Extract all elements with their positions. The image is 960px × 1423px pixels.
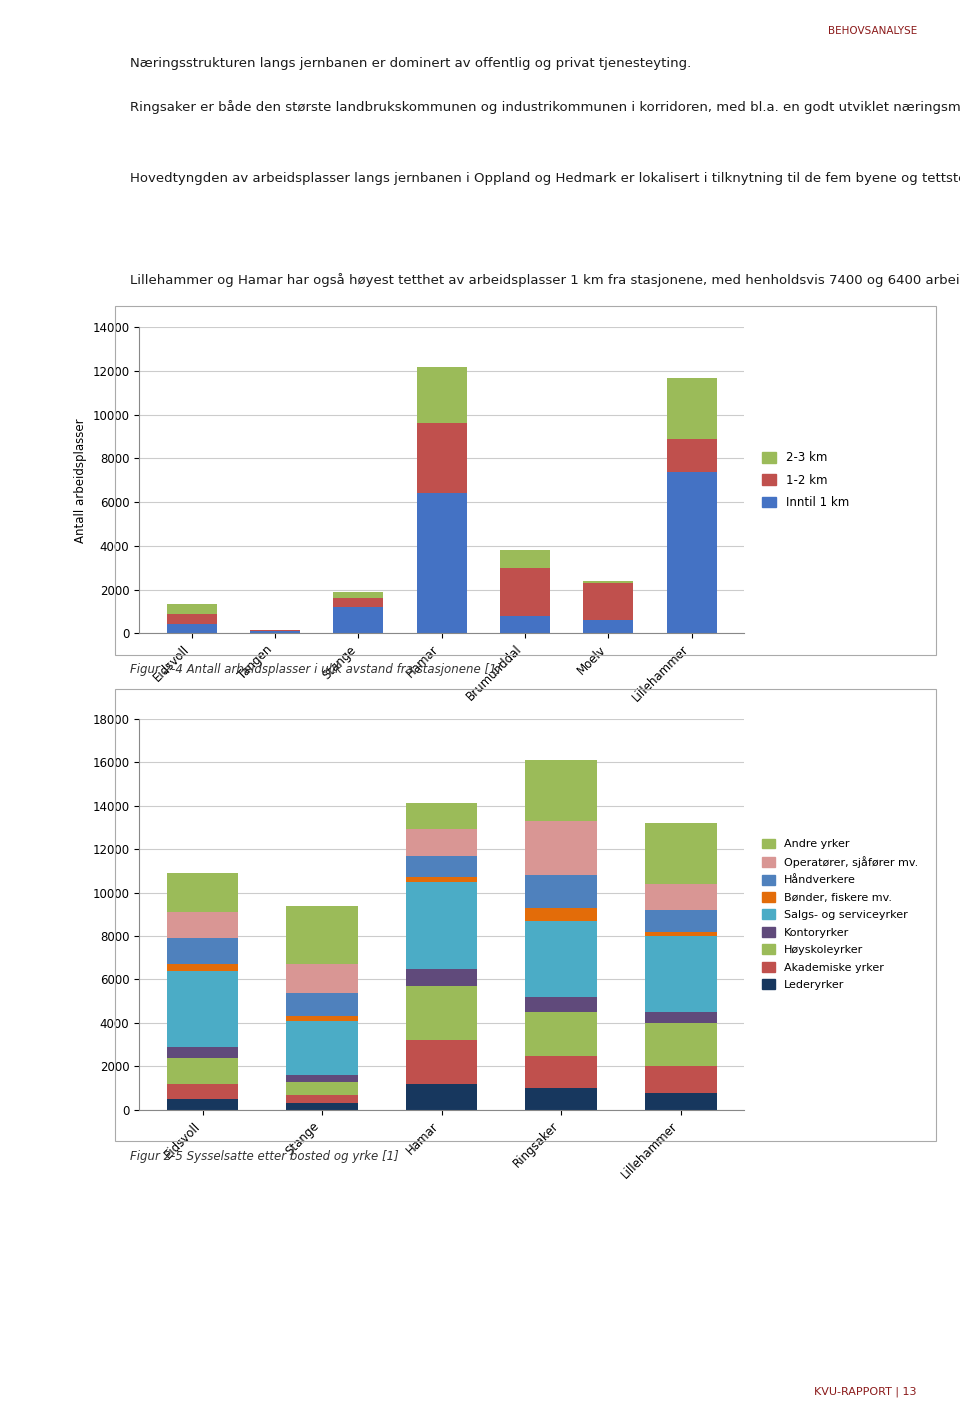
Bar <box>417 494 467 633</box>
Bar <box>286 905 358 965</box>
Bar <box>406 804 477 830</box>
Bar <box>645 936 716 1012</box>
Bar <box>645 884 716 909</box>
Bar <box>406 830 477 855</box>
Bar <box>167 625 217 633</box>
Y-axis label: Antall arbeidsplasser: Antall arbeidsplasser <box>74 418 86 542</box>
Bar <box>406 878 477 882</box>
Bar <box>500 568 550 616</box>
Bar <box>666 377 716 438</box>
Bar <box>250 630 300 633</box>
Bar <box>167 1099 238 1110</box>
Bar <box>286 1103 358 1110</box>
Text: Ringsaker er både den største landbrukskommunen og industrikommunen i korridoren: Ringsaker er både den største landbruksk… <box>130 100 960 114</box>
Bar <box>167 603 217 613</box>
Bar <box>584 583 634 620</box>
Bar <box>167 1057 238 1084</box>
Bar <box>167 970 238 1047</box>
Bar <box>584 581 634 583</box>
Bar <box>286 1020 358 1076</box>
Bar <box>406 969 477 986</box>
Bar <box>417 424 467 494</box>
Legend: Andre yrker, Operatører, sjåfører mv., Håndverkere, Bønder, fiskere mv., Salgs- : Andre yrker, Operatører, sjåfører mv., H… <box>761 838 918 990</box>
Text: BEHOVSANALYSE: BEHOVSANALYSE <box>828 26 917 36</box>
Bar <box>167 912 238 938</box>
Bar <box>500 551 550 568</box>
Bar <box>333 598 383 608</box>
Bar <box>167 938 238 965</box>
Bar <box>333 592 383 598</box>
Bar <box>167 1084 238 1099</box>
Bar <box>167 872 238 912</box>
Bar <box>406 1084 477 1110</box>
Bar <box>406 1040 477 1084</box>
Text: Figur 2-5 Sysselsatte etter bosted og yrke [1]: Figur 2-5 Sysselsatte etter bosted og yr… <box>130 1150 398 1163</box>
Bar <box>525 921 597 998</box>
Bar <box>500 616 550 633</box>
Bar <box>525 1089 597 1110</box>
Bar <box>167 1047 238 1057</box>
Bar <box>406 986 477 1040</box>
Bar <box>645 932 716 936</box>
Bar <box>645 909 716 932</box>
Text: Lillehammer og Hamar har også høyest tetthet av arbeidsplasser 1 km fra stasjone: Lillehammer og Hamar har også høyest tet… <box>130 273 960 287</box>
Bar <box>645 1066 716 1093</box>
Bar <box>525 1056 597 1089</box>
Bar <box>666 438 716 471</box>
Bar <box>525 908 597 921</box>
Bar <box>525 1012 597 1056</box>
Bar <box>645 1093 716 1110</box>
Bar <box>286 965 358 993</box>
Bar <box>333 608 383 633</box>
Bar <box>286 1094 358 1103</box>
Bar <box>406 855 477 878</box>
Bar <box>525 875 597 908</box>
Bar <box>167 965 238 970</box>
Bar <box>645 1023 716 1066</box>
Bar <box>645 1012 716 1023</box>
Legend: 2-3 km, 1-2 km, Inntil 1 km: 2-3 km, 1-2 km, Inntil 1 km <box>762 451 849 509</box>
Bar <box>666 471 716 633</box>
Bar <box>525 760 597 821</box>
Bar <box>167 613 217 625</box>
Bar <box>286 1081 358 1094</box>
Bar <box>406 882 477 969</box>
Text: KVU-RAPPORT | 13: KVU-RAPPORT | 13 <box>814 1387 917 1397</box>
Bar <box>417 367 467 424</box>
Bar <box>525 821 597 875</box>
Bar <box>525 998 597 1012</box>
Bar <box>286 993 358 1016</box>
Bar <box>286 1076 358 1081</box>
Text: Næringsstrukturen langs jernbanen er dominert av offentlig og privat tjenesteyti: Næringsstrukturen langs jernbanen er dom… <box>130 57 691 70</box>
Bar <box>645 822 716 884</box>
Bar <box>584 620 634 633</box>
Text: Figur 2-4 Antall arbeidsplasser i ulik avstand fra stasjonene [1]: Figur 2-4 Antall arbeidsplasser i ulik a… <box>130 663 501 676</box>
Bar <box>286 1016 358 1020</box>
Text: Hovedtyngden av arbeidsplasser langs jernbanen i Oppland og Hedmark er lokaliser: Hovedtyngden av arbeidsplasser langs jer… <box>130 171 960 185</box>
